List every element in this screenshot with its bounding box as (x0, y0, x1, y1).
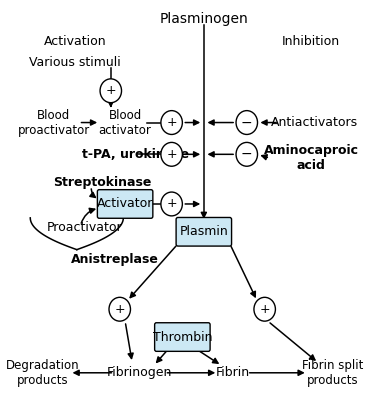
Text: Blood
proactivator: Blood proactivator (17, 108, 90, 136)
Text: Fibrin split
products: Fibrin split products (302, 359, 363, 387)
Text: Degradation
products: Degradation products (6, 359, 80, 387)
Circle shape (254, 297, 276, 321)
Text: +: + (115, 303, 125, 316)
Text: Fibrinogen: Fibrinogen (107, 366, 172, 379)
Text: Various stimuli: Various stimuli (29, 56, 121, 70)
Text: +: + (166, 116, 177, 129)
Text: Activator: Activator (97, 198, 153, 210)
Text: Aminocaproic
acid: Aminocaproic acid (264, 144, 359, 172)
Text: +: + (166, 198, 177, 210)
Text: Activation: Activation (44, 35, 106, 48)
Text: −: − (241, 147, 253, 161)
Text: Streptokinase: Streptokinase (54, 176, 152, 189)
Text: +: + (166, 148, 177, 161)
Text: Proactivator: Proactivator (46, 221, 122, 234)
Text: Inhibition: Inhibition (282, 35, 340, 48)
Text: −: − (241, 116, 253, 130)
Text: Thrombin: Thrombin (153, 330, 212, 344)
FancyBboxPatch shape (155, 323, 210, 351)
Text: Fibrin: Fibrin (215, 366, 250, 379)
Text: t-PA, urokinase: t-PA, urokinase (82, 148, 189, 161)
Circle shape (109, 297, 130, 321)
Circle shape (100, 79, 121, 103)
Text: Anistreplase: Anistreplase (71, 253, 159, 266)
FancyBboxPatch shape (176, 218, 231, 246)
Circle shape (161, 111, 182, 134)
Circle shape (161, 192, 182, 216)
Text: Antiactivators: Antiactivators (271, 116, 358, 129)
Text: +: + (106, 84, 116, 97)
FancyBboxPatch shape (97, 190, 153, 218)
Circle shape (236, 111, 257, 134)
Circle shape (161, 142, 182, 166)
Text: Plasminogen: Plasminogen (159, 12, 248, 26)
Text: Plasmin: Plasmin (179, 225, 228, 238)
Text: +: + (259, 303, 270, 316)
Text: Blood
activator: Blood activator (99, 108, 152, 136)
Circle shape (236, 142, 257, 166)
